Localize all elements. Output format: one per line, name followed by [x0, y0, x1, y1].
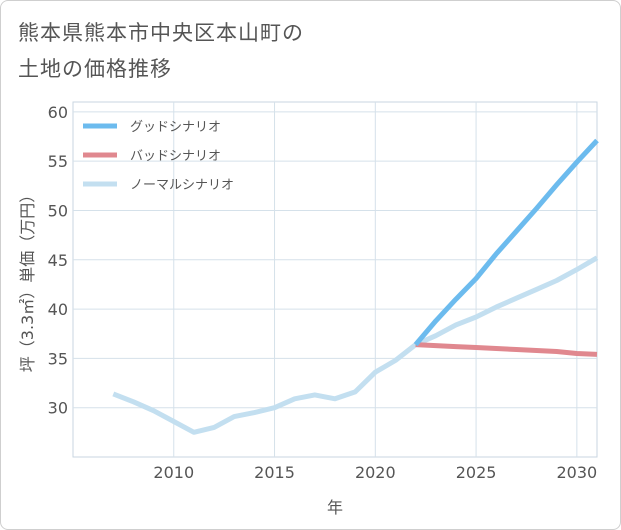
y-axis-label: 坪（3.3㎡）単価（万円） [18, 187, 37, 372]
y-tick-label: 40 [48, 300, 68, 319]
y-tick-label: 60 [48, 103, 68, 122]
y-tick-label: 55 [48, 152, 68, 171]
y-tick-label: 50 [48, 201, 68, 220]
plot-frame [72, 101, 598, 458]
y-tick-label: 45 [48, 251, 68, 270]
x-tick-label: 2015 [254, 463, 295, 482]
x-tick-label: 2030 [556, 463, 597, 482]
x-axis-label: 年 [327, 498, 343, 517]
chart-title-line2: 土地の価格推移 [18, 57, 172, 81]
x-tick-label: 2010 [153, 463, 194, 482]
y-tick-label: 35 [48, 349, 68, 368]
series-lines [112, 138, 599, 435]
legend-label: バッドシナリオ [130, 149, 221, 164]
y-tick-label: 30 [48, 399, 68, 418]
chart-title: 熊本県熊本市中央区本山町の 土地の価格推移 [18, 15, 578, 87]
series-line-normal [112, 255, 599, 435]
series-line-good [413, 138, 599, 347]
legend-label: ノーマルシナリオ [130, 178, 234, 193]
x-tick-label: 2025 [456, 463, 497, 482]
series-line-bad [415, 342, 598, 357]
x-tick-label: 2020 [355, 463, 396, 482]
chart-title-line1: 熊本県熊本市中央区本山町の [18, 21, 304, 45]
legend-label: グッドシナリオ [130, 120, 221, 135]
axes: 30 35 40 45 50 55 60 2010 2015 2020 2025 2030 [48, 103, 598, 482]
